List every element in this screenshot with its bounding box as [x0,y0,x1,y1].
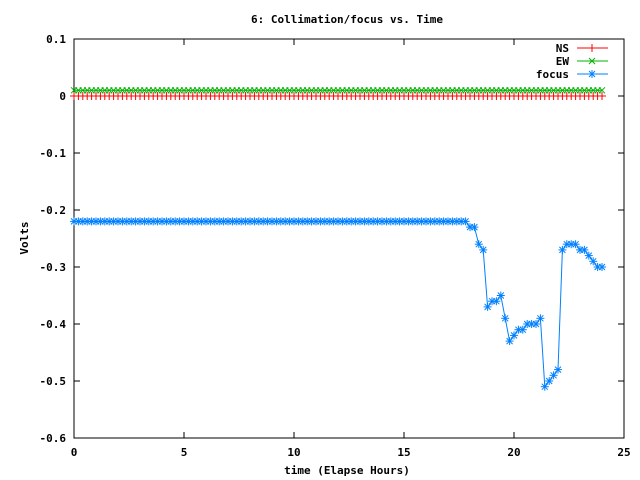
data-point-focus [461,217,470,226]
data-point-focus [505,337,514,346]
plot-frame [73,38,625,439]
data-point-ew [598,86,606,94]
y-tick-label: -0.2 [40,204,67,217]
series-ew [70,86,606,94]
data-point-focus [479,245,488,254]
y-tick-label: -0.4 [40,318,67,331]
data-point-focus [532,320,540,328]
x-tick-label: 25 [617,446,630,459]
y-tick-label: -0.1 [40,147,67,160]
data-point-focus [598,263,606,271]
data-point-focus [510,331,518,340]
data-point-focus [580,245,589,254]
data-point-focus [470,223,479,232]
data-point-focus [474,240,483,249]
data-point-focus [554,365,562,374]
data-point-focus [584,251,593,260]
series-ns [70,92,606,100]
series-focus [70,217,606,391]
y-tick-label: 0.1 [46,33,66,46]
x-tick-label: 0 [71,446,78,459]
x-axis: 0 5 10 15 20 25 [71,39,631,459]
data-point-focus [549,371,558,380]
y-tick-label: -0.5 [40,375,67,388]
chart-title: 6: Collimation/focus vs. Time [251,13,443,26]
y-tick-label: -0.3 [40,261,67,274]
y-axis-label: Volts [18,221,31,254]
x-tick-label: 15 [397,446,410,459]
data-point-focus [492,297,501,306]
legend-marker [588,44,596,52]
y-tick-label: 0 [59,90,66,103]
x-axis-label: time (Elapse Hours) [284,464,410,477]
legend-label: NS [556,42,569,55]
data-point-focus [518,325,527,334]
data-point-focus [536,314,545,323]
data-point-focus [545,377,554,385]
x-tick-label: 20 [507,446,520,459]
legend-marker [588,70,596,78]
legend-label: EW [556,55,570,68]
y-axis: 0.1 0 -0.1 -0.2 -0.3 -0.4 -0.5 -0.6 [40,33,624,445]
series-layer [70,86,606,391]
legend-label: focus [536,68,569,81]
data-point-focus [558,245,567,254]
series-line-focus [74,220,602,389]
x-tick-label: 5 [181,446,188,459]
data-point-focus [540,382,549,391]
y-tick-label: -0.6 [40,432,67,445]
data-point-focus [589,257,598,266]
data-point-focus [496,291,505,300]
data-point-focus [501,314,510,323]
x-tick-label: 10 [287,446,300,459]
data-point-focus [483,302,492,311]
legend-marker [588,57,596,65]
data-point-focus [571,240,580,249]
data-point-ns [598,92,606,100]
